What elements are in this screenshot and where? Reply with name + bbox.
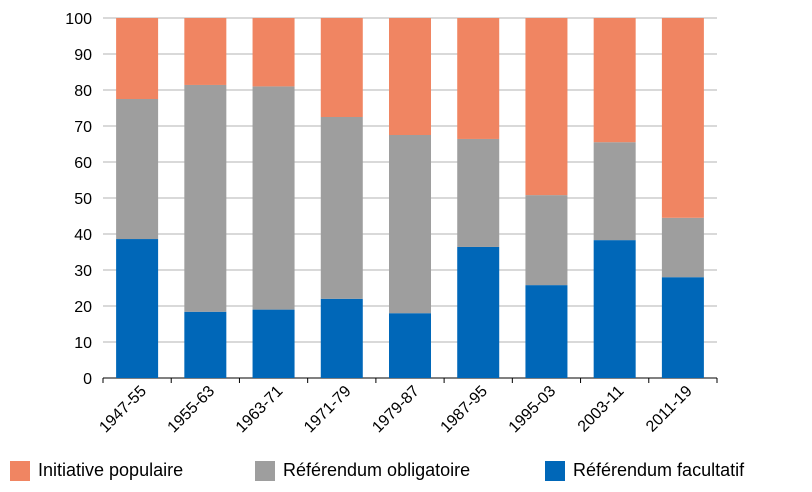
bar-1947-55-series-1 <box>116 99 159 240</box>
bar-1979-87-series-2 <box>389 18 431 135</box>
bar-1995-03-series-2 <box>525 18 568 196</box>
bar-1971-79-series-2 <box>320 18 363 117</box>
y-tick-label-50: 50 <box>74 191 92 208</box>
bar-1947-55-series-0 <box>116 239 159 378</box>
x-tick-label-1987-95: 1987-95 <box>438 383 492 437</box>
y-tick-label-80: 80 <box>74 83 92 100</box>
bar-1987-95-series-1 <box>457 138 500 247</box>
legend-item-facultatif: Référendum facultatif <box>545 460 744 481</box>
x-tick-label-2011-19: 2011-19 <box>643 383 696 436</box>
y-tick-label-0: 0 <box>83 371 92 388</box>
bar-1955-63-series-1 <box>184 84 227 312</box>
stacked-bar-chart: 0 10 20 30 40 50 60 70 80 90 100 1947-55 1955-63 1963… <box>65 11 718 437</box>
bar-1995-03-series-0 <box>525 285 568 378</box>
bar-1979-87-series-0 <box>389 313 431 378</box>
bar-1971-79-series-1 <box>320 117 363 299</box>
legend-swatch-facultatif <box>545 460 565 481</box>
x-tick-label-1995-03: 1995-03 <box>506 383 560 437</box>
x-tick-label-2003-11: 2003-11 <box>575 383 628 436</box>
bar-2003-11-series-2 <box>593 18 636 143</box>
bar-1987-95-series-2 <box>457 18 500 139</box>
x-tick-label-1971-79: 1971-79 <box>301 383 355 437</box>
bar-2003-11-series-1 <box>593 142 636 241</box>
legend-swatch-obligatoire <box>255 460 275 481</box>
bar-1971-79-series-0 <box>320 298 363 378</box>
bar-2011-19-series-1 <box>661 217 704 278</box>
bar-1963-71-series-2 <box>252 18 295 87</box>
x-tick-label-1963-71: 1963-71 <box>233 383 287 437</box>
x-tick-label-1979-87: 1979-87 <box>369 383 423 437</box>
bar-1947-55-series-2 <box>116 18 159 99</box>
bar-1955-63-series-0 <box>184 311 227 378</box>
bar-1987-95-series-0 <box>457 246 500 378</box>
legend-swatch-initiative <box>10 460 30 481</box>
y-tick-label-40: 40 <box>74 227 92 244</box>
y-tick-label-60: 60 <box>74 155 92 172</box>
y-tick-label-20: 20 <box>74 299 92 316</box>
x-tick-label-1947-55: 1947-55 <box>96 383 150 437</box>
legend-item-initiative: Initiative populaire <box>10 460 183 481</box>
y-tick-label-100: 100 <box>65 11 92 28</box>
y-tick-label-70: 70 <box>74 119 92 136</box>
y-tick-label-30: 30 <box>74 263 92 280</box>
y-tick-label-10: 10 <box>74 335 92 352</box>
bar-1955-63-series-2 <box>184 18 227 85</box>
legend-label-obligatoire: Référendum obligatoire <box>283 460 471 480</box>
legend-item-obligatoire: Référendum obligatoire <box>255 460 470 481</box>
bar-2011-19-series-2 <box>661 18 704 218</box>
bar-1963-71-series-0 <box>252 309 295 378</box>
bar-1963-71-series-1 <box>252 86 295 310</box>
legend-label-initiative: Initiative populaire <box>38 460 184 480</box>
legend: Initiative populaire Référendum obligato… <box>0 460 812 490</box>
bar-1979-87-series-1 <box>389 135 431 314</box>
y-tick-label-90: 90 <box>74 47 92 64</box>
bar-2003-11-series-0 <box>593 240 636 378</box>
x-tick-label-1955-63: 1955-63 <box>165 383 219 437</box>
bar-1995-03-series-1 <box>525 195 568 286</box>
bar-2011-19-series-0 <box>661 277 704 378</box>
legend-label-facultatif: Référendum facultatif <box>573 460 745 480</box>
